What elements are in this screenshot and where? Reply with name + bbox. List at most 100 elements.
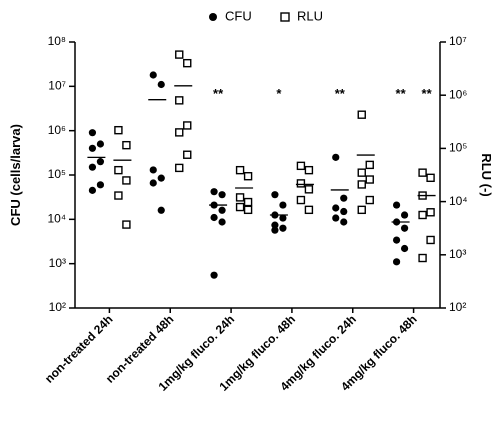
data-point — [296, 195, 306, 205]
data-point — [122, 176, 131, 185]
data-point — [365, 195, 374, 205]
data-point — [218, 191, 226, 199]
data-point — [304, 185, 314, 194]
legend-marker — [209, 13, 217, 21]
data-point — [114, 191, 123, 200]
data-point — [88, 144, 97, 152]
data-point — [243, 205, 253, 215]
y-tick-label: 10⁴ — [47, 212, 66, 226]
significance: * — [276, 86, 282, 101]
data-point — [218, 218, 226, 226]
data-point — [122, 140, 131, 150]
y-tick-label: 10⁸ — [48, 34, 66, 48]
data-point — [400, 244, 409, 253]
data-point — [426, 235, 435, 245]
data-point — [149, 179, 157, 187]
data-point — [157, 206, 165, 214]
data-point — [392, 201, 401, 209]
data-point — [235, 202, 245, 212]
significance: ** — [396, 86, 407, 101]
data-point — [418, 168, 427, 177]
significance: ** — [422, 86, 433, 101]
data-point — [218, 206, 226, 214]
data-point — [332, 204, 340, 212]
data-point — [400, 224, 409, 232]
y-tick-label: 10⁵ — [48, 167, 66, 181]
data-point — [357, 205, 366, 215]
data-point — [304, 165, 314, 175]
data-point — [114, 165, 123, 175]
data-point — [96, 181, 105, 189]
data-point — [122, 220, 131, 229]
data-point — [400, 211, 409, 219]
y-axis-title: CFU (cells/larva) — [8, 124, 23, 226]
data-point — [304, 205, 314, 215]
significance: ** — [335, 86, 346, 101]
y-tick-label: 10³ — [49, 256, 66, 270]
data-point — [96, 158, 105, 166]
data-point — [426, 208, 435, 217]
data-point — [210, 213, 218, 222]
data-point — [418, 253, 427, 263]
data-point — [88, 163, 97, 171]
y2-tick-label: 10⁶ — [449, 87, 467, 101]
data-point — [96, 140, 105, 148]
data-point — [271, 226, 279, 234]
data-point — [149, 166, 157, 174]
y-tick-label: 10² — [49, 300, 66, 314]
data-point — [210, 271, 218, 279]
data-point — [340, 207, 348, 216]
data-point — [157, 174, 165, 182]
data-point — [114, 125, 123, 135]
data-point — [392, 258, 401, 266]
y-tick-label: 10⁶ — [48, 123, 66, 137]
data-point — [357, 168, 366, 177]
data-point — [183, 150, 192, 159]
data-point — [357, 180, 366, 189]
data-point — [271, 191, 279, 199]
data-point — [418, 210, 427, 220]
data-point — [332, 214, 340, 222]
data-point — [243, 197, 253, 207]
data-point — [157, 80, 165, 89]
data-point — [149, 71, 157, 79]
data-point — [340, 218, 348, 226]
data-point — [175, 128, 184, 137]
data-point — [426, 173, 435, 183]
y2-tick-label: 10² — [449, 300, 466, 314]
y2-tick-label: 10⁵ — [449, 141, 467, 155]
data-point — [175, 163, 184, 173]
legend-label: RLU — [297, 8, 323, 23]
y-tick-label: 10⁷ — [48, 79, 66, 93]
data-point — [340, 194, 348, 202]
y2-tick-label: 10⁴ — [449, 194, 468, 208]
data-point — [296, 179, 306, 188]
data-point — [175, 50, 184, 59]
data-point — [88, 186, 97, 194]
legend-marker — [280, 12, 290, 22]
y2-axis-title: RLU (-) — [479, 153, 494, 196]
data-point — [279, 224, 287, 232]
data-point — [175, 96, 184, 105]
data-point — [279, 201, 287, 209]
data-point — [357, 110, 366, 119]
data-point — [296, 161, 306, 171]
data-point — [183, 58, 192, 68]
data-point — [183, 121, 192, 130]
data-point — [279, 214, 287, 222]
data-point — [271, 221, 279, 229]
data-point — [235, 193, 245, 202]
data-point — [210, 188, 218, 196]
data-point — [365, 160, 374, 170]
data-point — [332, 153, 340, 161]
data-point — [88, 129, 97, 137]
data-point — [235, 165, 245, 175]
y2-tick-label: 10³ — [449, 247, 466, 261]
significance: ** — [213, 86, 224, 101]
y2-tick-label: 10⁷ — [449, 34, 467, 48]
data-point — [392, 236, 401, 244]
legend-label: CFU — [225, 8, 252, 23]
data-point — [243, 172, 253, 181]
data-point — [365, 175, 374, 184]
